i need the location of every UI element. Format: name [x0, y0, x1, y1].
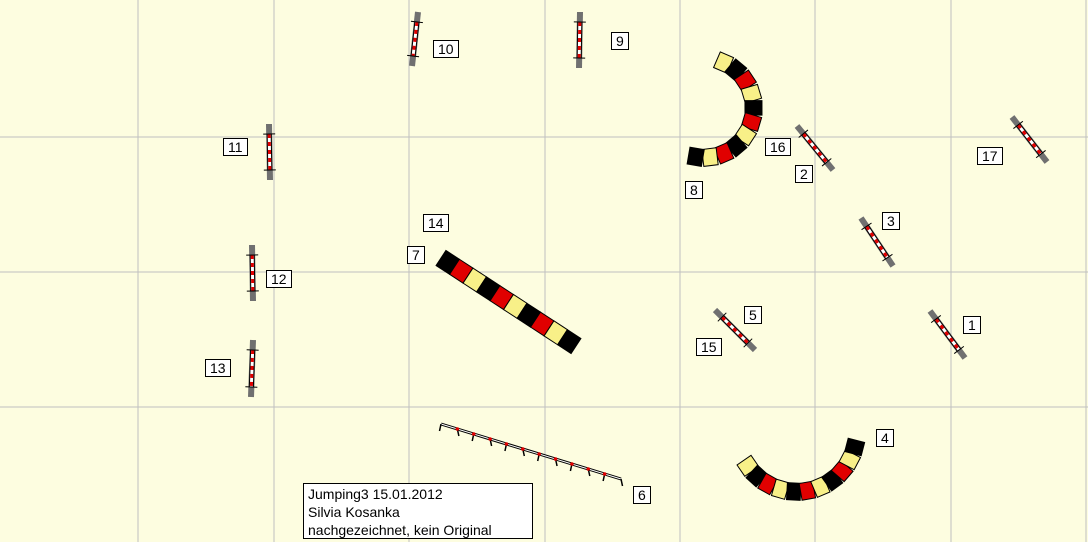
jump-bar-stripes [250, 254, 255, 292]
weave-pole-base [521, 447, 525, 451]
tunnel-segment [686, 146, 705, 167]
tunnel-segment [785, 482, 802, 501]
number-label-16: 16 [765, 138, 791, 156]
jump-bar-stripes [1016, 123, 1043, 156]
jump-bar-stripes [802, 132, 828, 164]
jump-stand [717, 312, 727, 322]
info-author: Silvia Kosanka [308, 504, 400, 520]
jump-stand [410, 20, 423, 24]
tunnel-segment [724, 133, 748, 158]
jump-stand [407, 54, 420, 58]
obstacles [245, 11, 1050, 501]
number-label-13: 13 [205, 359, 231, 377]
number-label-11: 11 [223, 138, 248, 156]
tunnel-segment [701, 147, 719, 167]
number-label-7: 7 [407, 246, 425, 264]
weave-pole [438, 423, 442, 432]
tunnel-4 [736, 437, 866, 501]
jump [246, 244, 259, 302]
tunnel-8 [686, 51, 763, 167]
jump-bar-stripes [267, 133, 272, 171]
number-label-15: 15 [696, 338, 722, 356]
jump [858, 216, 896, 268]
info-note: nachgezeichnet, kein Original [308, 522, 492, 538]
jump-stand [882, 253, 893, 262]
number-label-17: 17 [977, 147, 1003, 165]
jump-stand [953, 345, 965, 354]
jump-bar-stripes [934, 318, 961, 351]
number-label-10: 10 [433, 40, 459, 58]
number-label-6: 6 [633, 486, 651, 504]
tunnel-7 [435, 249, 582, 355]
number-label-5: 5 [744, 306, 762, 324]
jump [407, 11, 423, 67]
weave-pole-base [471, 432, 476, 436]
weave-pole-base [586, 467, 591, 471]
weave-pole-base [488, 437, 492, 441]
number-label-14: 14 [423, 214, 449, 232]
tunnel-segment [733, 69, 758, 93]
tunnel-segment [844, 437, 866, 457]
jump-stand [821, 158, 832, 167]
jump [927, 309, 968, 360]
jump-bar-stripes [577, 21, 582, 59]
weave-pole-base [602, 472, 607, 476]
jump-stand [743, 338, 753, 348]
jump-bar-stripes [411, 21, 419, 57]
jump-stand [1035, 150, 1046, 159]
number-label-3: 3 [882, 212, 900, 230]
tunnel-segment [713, 141, 735, 165]
jump [712, 307, 758, 353]
weave-base-inner [440, 423, 622, 480]
jump-bar-stripes [865, 225, 889, 259]
jump-stand [798, 129, 809, 138]
weave-pole-base [504, 442, 509, 446]
weave-pole [620, 478, 624, 487]
tunnel-segment [744, 100, 763, 116]
jump-bar-stripes [721, 316, 749, 344]
jump-stand [930, 315, 942, 324]
number-label-2: 2 [795, 165, 813, 183]
tunnel-segment [556, 328, 582, 355]
jump [794, 124, 836, 172]
info-title: Jumping3 15.01.2012 [308, 486, 443, 502]
number-label-12: 12 [266, 270, 292, 288]
jump [263, 123, 276, 181]
weave-pole-base [455, 427, 460, 431]
jump-stand [861, 222, 872, 231]
jump-stand [1013, 120, 1024, 129]
jump [573, 11, 586, 69]
jump [245, 339, 259, 398]
tunnel-segment [724, 58, 748, 82]
weave-pole-base [570, 462, 574, 466]
jump-bar-stripes [249, 349, 255, 388]
weave-pole-base [537, 452, 541, 456]
jump [1009, 115, 1050, 164]
weave-poles-6 [438, 422, 624, 487]
number-label-1: 1 [963, 316, 981, 334]
number-label-4: 4 [876, 429, 894, 447]
number-label-9: 9 [611, 32, 629, 50]
tunnel-segment [740, 83, 763, 104]
tunnel-segment [733, 123, 758, 147]
number-label-8: 8 [685, 181, 703, 199]
info-box: Jumping3 15.01.2012 Silvia Kosanka nachg… [303, 483, 533, 539]
weave-pole-base [553, 457, 558, 461]
